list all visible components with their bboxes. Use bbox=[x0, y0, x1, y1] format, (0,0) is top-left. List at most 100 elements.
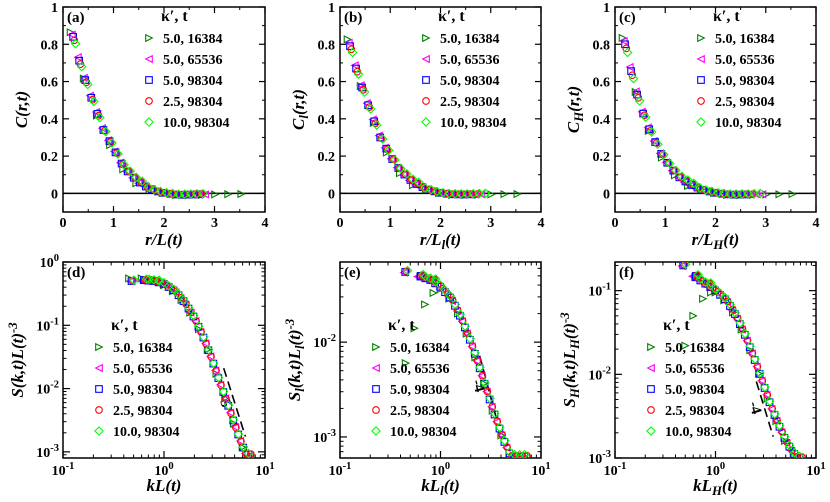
data-point bbox=[764, 396, 775, 407]
data-point bbox=[478, 371, 487, 380]
data-point bbox=[652, 139, 663, 150]
legend-marker bbox=[372, 406, 380, 414]
data-point bbox=[155, 186, 166, 197]
data-point bbox=[750, 354, 760, 364]
data-point bbox=[154, 275, 165, 286]
data-point bbox=[735, 318, 746, 328]
legend-entry: 2.5, 98304 bbox=[113, 404, 173, 419]
data-point bbox=[774, 420, 785, 431]
legend-entry: 10.0, 98304 bbox=[715, 116, 782, 131]
x-axis-label: r/LH(t) bbox=[692, 230, 740, 252]
data-point bbox=[163, 281, 174, 291]
legend-marker bbox=[646, 426, 656, 436]
data-point bbox=[419, 272, 427, 281]
legend-marker bbox=[647, 342, 656, 352]
data-point bbox=[755, 369, 764, 378]
data-point bbox=[125, 166, 136, 176]
data-point bbox=[664, 158, 675, 169]
legend-entry: 5.0, 98304 bbox=[390, 383, 450, 398]
x-tick-label: 3 bbox=[487, 216, 494, 231]
legend-entry: 2.5, 98304 bbox=[390, 404, 450, 419]
data-point bbox=[747, 349, 756, 358]
y-tick-label: 1 bbox=[328, 1, 335, 16]
data-point bbox=[426, 184, 436, 195]
data-point bbox=[748, 349, 757, 358]
y-tick-label: 0.6 bbox=[318, 76, 336, 91]
data-point bbox=[213, 372, 224, 383]
data-point bbox=[740, 328, 750, 339]
x-tick-label: 101 bbox=[255, 461, 274, 479]
legend-marker bbox=[696, 54, 705, 64]
y-tick-label: 0.8 bbox=[318, 38, 336, 53]
y-axis-label: Cl(r,t) bbox=[289, 89, 311, 130]
data-points bbox=[66, 28, 246, 200]
x-tick-label: 0 bbox=[60, 216, 67, 231]
data-point bbox=[246, 450, 255, 458]
data-point bbox=[167, 188, 178, 199]
data-point bbox=[365, 104, 376, 114]
x-tick-label: 100 bbox=[706, 461, 725, 479]
legend-marker bbox=[145, 97, 153, 105]
data-point bbox=[794, 451, 805, 458]
data-point bbox=[788, 189, 797, 199]
legend-entry: 5.0, 98304 bbox=[163, 74, 223, 89]
y-tick-label: 10-1 bbox=[588, 282, 611, 300]
legend-entry: 10.0, 98304 bbox=[665, 425, 732, 440]
data-point bbox=[695, 274, 706, 284]
legend: κ′, t 5.0, 16384 5.0, 65536 5.0, 98304 2.5, … bbox=[144, 8, 230, 131]
legend-title: κ′, t bbox=[663, 317, 690, 334]
data-point bbox=[131, 172, 142, 183]
y-tick-label: 0.4 bbox=[593, 113, 611, 128]
legend-title: κ′, t bbox=[111, 317, 138, 334]
y-tick-label: 0 bbox=[51, 187, 58, 202]
x-tick-label: 4 bbox=[262, 216, 269, 231]
data-point bbox=[395, 163, 406, 174]
legend-marker bbox=[371, 363, 380, 373]
y-tick-label: 0.8 bbox=[593, 38, 611, 53]
legend-marker bbox=[94, 426, 104, 436]
y-axis-label: Sl(k,t)Ll(t)-3 bbox=[283, 318, 307, 401]
data-point bbox=[497, 431, 506, 440]
legend-marker bbox=[95, 342, 104, 352]
legend-title: κ′, t bbox=[438, 8, 465, 25]
data-point bbox=[101, 126, 111, 137]
data-point bbox=[477, 371, 486, 380]
legend-marker bbox=[145, 33, 154, 43]
data-point bbox=[435, 280, 446, 291]
data-point bbox=[759, 382, 770, 392]
panel-label: (a) bbox=[67, 10, 85, 26]
y-axis-label: SH(k,t)LH(t)-3 bbox=[558, 312, 582, 408]
data-point bbox=[238, 442, 249, 452]
data-point bbox=[228, 415, 239, 425]
legend-marker bbox=[421, 54, 430, 64]
data-point bbox=[720, 293, 731, 303]
x-axis-label: kL(t) bbox=[147, 476, 182, 495]
data-point bbox=[488, 402, 497, 411]
y-axis-label: S(k,t)L(t)-3 bbox=[6, 322, 27, 398]
data-point bbox=[70, 36, 79, 45]
data-point bbox=[444, 188, 454, 199]
data-point bbox=[420, 182, 430, 193]
x-tick-label: 0 bbox=[337, 216, 344, 231]
y-tick-label: 10-2 bbox=[36, 380, 59, 398]
data-point bbox=[389, 154, 400, 165]
panel-label: (f) bbox=[619, 265, 634, 281]
data-point bbox=[205, 352, 215, 361]
panel-f: 10-1 100 101 10-3 10-2 10-1 kLH(t) SH(k,t)LH(t)… bbox=[558, 261, 826, 498]
data-point bbox=[143, 182, 154, 192]
data-point bbox=[202, 339, 210, 348]
slope-guide-label: -4 bbox=[469, 378, 488, 395]
data-point bbox=[472, 356, 481, 366]
data-point bbox=[772, 416, 781, 426]
legend-marker bbox=[421, 117, 431, 127]
legend-marker bbox=[647, 406, 655, 414]
data-point bbox=[211, 190, 220, 199]
data-point bbox=[693, 269, 704, 280]
panel-d: 10-1 100 10110-310-210-1100kL(t)S(k,t)L(t)… bbox=[6, 253, 275, 495]
data-point bbox=[243, 448, 254, 458]
data-point bbox=[492, 417, 501, 427]
y-axis-label: CH(r,t) bbox=[564, 86, 586, 133]
data-point bbox=[237, 189, 246, 199]
data-point bbox=[173, 289, 184, 300]
data-point bbox=[757, 376, 766, 385]
